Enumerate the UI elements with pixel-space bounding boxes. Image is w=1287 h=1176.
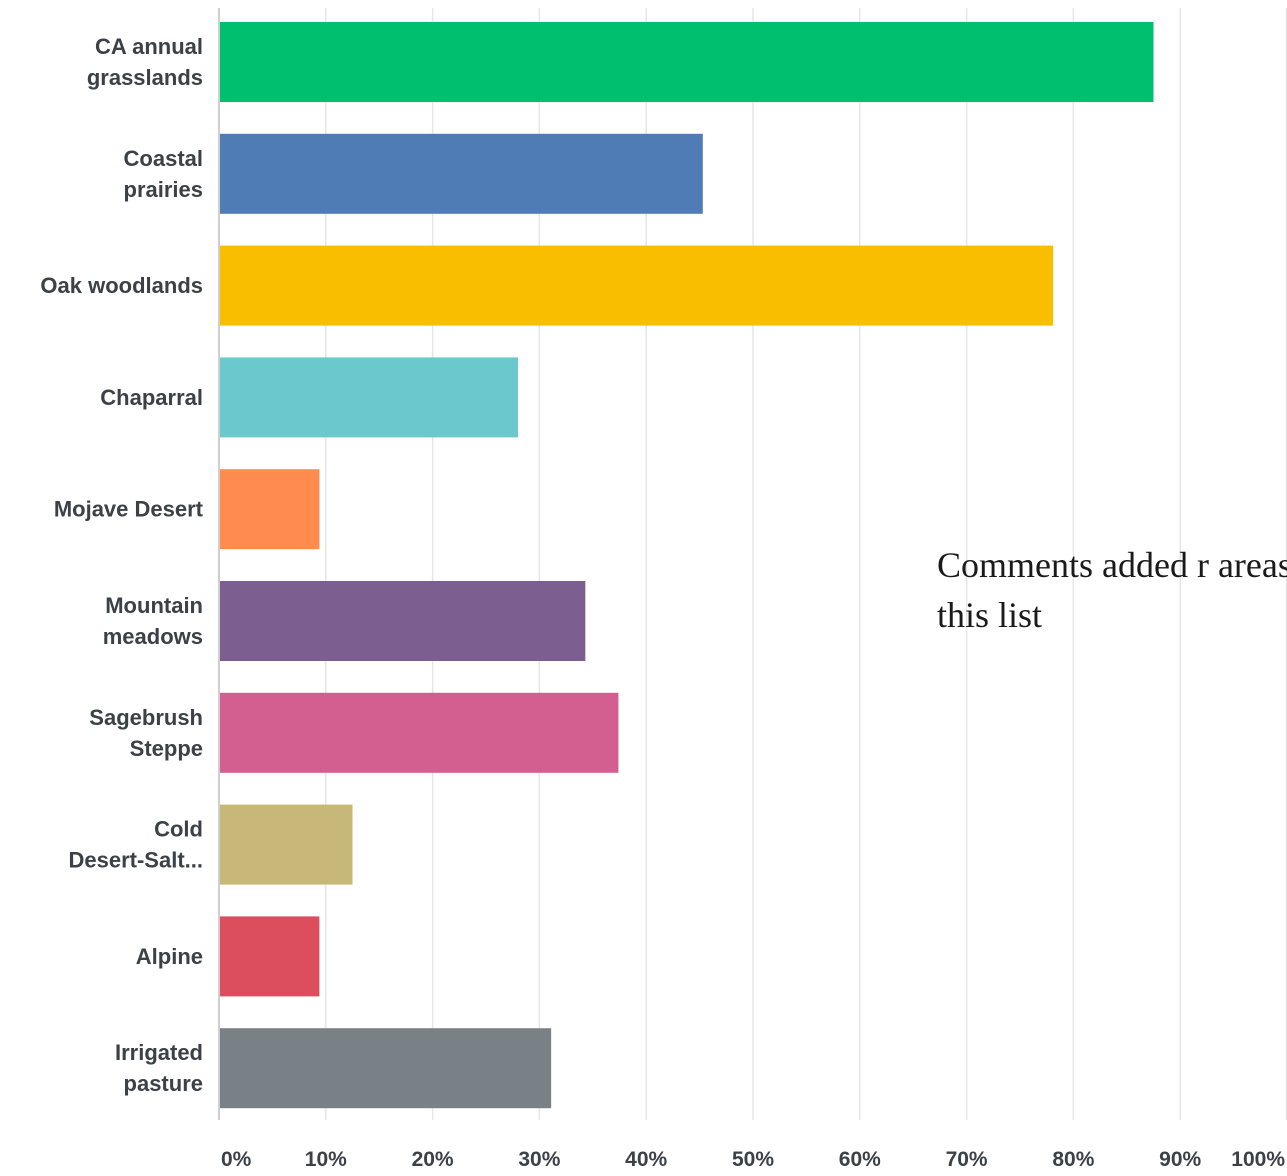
category-labels: CA annual grasslands Coastal prairies Oak wo… (40, 34, 203, 1096)
category-label-line: CA annual (95, 34, 203, 59)
bar-4 (219, 469, 320, 550)
x-tick-label-50: 50% (732, 1148, 774, 1171)
category-label-2: Oak woodlands (40, 273, 203, 298)
x-tick-label-0: 0% (221, 1148, 252, 1171)
x-tick-label-40: 40% (625, 1148, 667, 1171)
x-tick-label-10: 10% (305, 1148, 347, 1171)
bar-3 (219, 357, 519, 438)
x-tick-label-70: 70% (946, 1148, 988, 1171)
x-tick-label-30: 30% (518, 1148, 560, 1171)
category-label-line: grasslands (87, 65, 203, 90)
x-tick-label-60: 60% (839, 1148, 881, 1171)
category-label-6: Sagebrush Steppe (89, 705, 203, 761)
category-label-line: Irrigated (115, 1040, 203, 1065)
category-label-1: Coastal prairies (124, 146, 204, 202)
category-label-9: Irrigated pasture (115, 1040, 203, 1096)
comment-annotation: Comments added r areas to this list (937, 545, 1287, 635)
x-tick-label-100: 100% (1231, 1148, 1285, 1171)
bar-5 (219, 581, 586, 661)
category-label-line: Mountain (105, 593, 203, 618)
bar-8 (219, 916, 320, 997)
category-label-line: Alpine (136, 944, 203, 969)
category-label-line: prairies (124, 177, 204, 202)
x-tick-label-20: 20% (412, 1148, 454, 1171)
category-label-5: Mountain meadows (103, 593, 203, 649)
bar-6 (219, 692, 619, 773)
bars (219, 22, 1154, 1109)
category-label-line: Desert-Salt... (69, 848, 204, 873)
category-label-line: Steppe (130, 736, 203, 761)
category-label-3: Chaparral (100, 385, 203, 410)
category-label-line: Sagebrush (89, 705, 203, 730)
category-label-line: meadows (103, 624, 203, 649)
x-tick-label-80: 80% (1052, 1148, 1094, 1171)
bar-2 (219, 245, 1054, 326)
x-tick-label-90: 90% (1159, 1148, 1201, 1171)
bar-0 (219, 22, 1154, 102)
category-label-line: Mojave Desert (54, 497, 204, 522)
category-label-line: pasture (124, 1071, 203, 1096)
bar-7 (219, 804, 353, 885)
category-label-8: Alpine (136, 944, 203, 969)
x-tick-labels: 0% 10% 20% 30% 40% 50% 60% 70% 80% 90% 100% (221, 1148, 1285, 1171)
category-label-line: Chaparral (100, 385, 203, 410)
category-label-line: Coastal (124, 146, 203, 171)
category-label-7: Cold Desert-Salt... (69, 817, 204, 873)
category-label-line: Oak woodlands (40, 273, 203, 298)
category-label-0: CA annual grasslands (87, 34, 203, 90)
bar-1 (219, 133, 703, 214)
category-label-line: Cold (154, 817, 203, 842)
bar-9 (219, 1028, 552, 1109)
category-label-4: Mojave Desert (54, 497, 204, 522)
